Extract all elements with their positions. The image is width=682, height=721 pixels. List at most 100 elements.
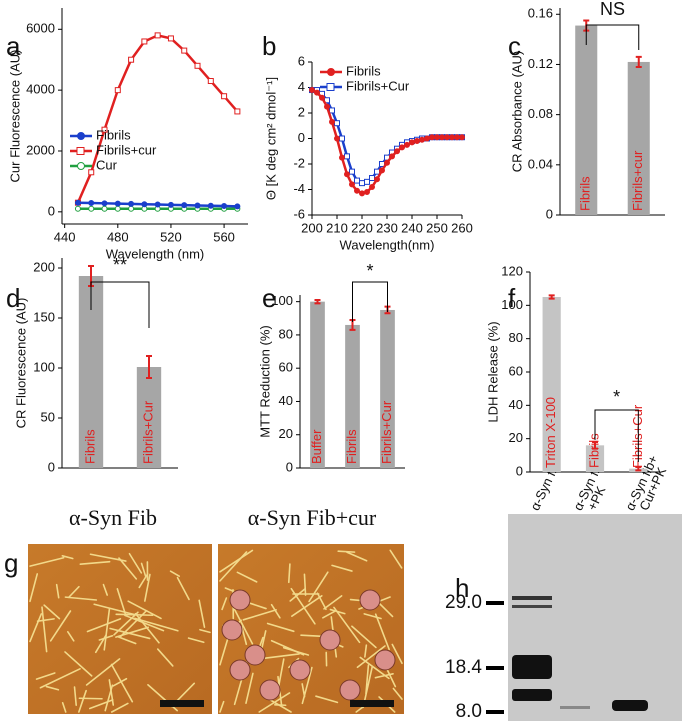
marker (324, 103, 330, 110)
fibril (219, 551, 248, 582)
bar (585, 445, 605, 472)
marker (141, 201, 148, 208)
fibril (73, 686, 78, 707)
fibril (219, 636, 229, 666)
category-label: Fibrils (344, 429, 359, 464)
panel-label: d (6, 283, 20, 313)
marker (359, 180, 365, 187)
significance-bracket (585, 24, 640, 50)
fibril (49, 610, 72, 642)
y-tick-label: 100 (271, 293, 293, 308)
marker (354, 187, 360, 194)
fibril (287, 563, 291, 584)
error-bar (635, 466, 642, 472)
marker (424, 135, 430, 142)
fibril (176, 576, 190, 601)
y-tick-label: 60 (279, 360, 293, 375)
marker (384, 159, 390, 166)
error-bar (548, 294, 555, 300)
x-tick-label: 520 (160, 229, 182, 244)
gel-image (508, 514, 682, 721)
fibril (374, 672, 394, 679)
legend-label: Fibrils+cur (96, 142, 157, 157)
fibril (199, 628, 211, 634)
x-tick-label: 230 (376, 220, 398, 235)
marker (399, 144, 405, 151)
fibril (85, 658, 121, 686)
category-label: Triton X-100 (543, 397, 558, 468)
marker-dash (486, 601, 504, 605)
marker (409, 139, 415, 146)
y-tick-label: 0 (48, 459, 55, 474)
aggregate (221, 619, 243, 641)
fibril (187, 637, 205, 644)
fibril (108, 679, 115, 706)
marker (181, 202, 188, 209)
image-title: α-Syn Fib+cur (248, 505, 377, 530)
fibril (198, 599, 206, 629)
fibril (322, 610, 336, 619)
legend-marker (326, 83, 335, 91)
marker (329, 118, 335, 125)
fibril (112, 677, 128, 687)
marker (88, 169, 95, 176)
marker (344, 171, 350, 178)
gel-band (560, 706, 590, 709)
category-label: Fibrils+Cur (379, 400, 394, 464)
aggregate (229, 659, 251, 681)
category-label: Fibrils+Cur (630, 404, 645, 468)
y-tick-label: 0 (298, 130, 305, 145)
fibril (289, 588, 306, 602)
marker (74, 199, 81, 206)
fibril (55, 583, 60, 599)
fibril (39, 668, 81, 689)
marker-label: 8.0 (456, 701, 482, 721)
marker (359, 190, 365, 197)
marker (389, 153, 395, 160)
x-axis-label: Wavelength (nm) (106, 246, 205, 261)
fibril (245, 672, 254, 705)
aggregate (289, 659, 311, 681)
y-tick-label: 0.08 (528, 106, 553, 121)
fibril (45, 685, 60, 691)
marker (444, 134, 450, 141)
error-bar (592, 441, 598, 450)
fibril (333, 606, 361, 644)
y-tick-label: 0 (516, 463, 523, 478)
gel-band (512, 596, 552, 600)
fibril (346, 551, 368, 562)
legend-marker (327, 68, 335, 76)
fibril (61, 554, 74, 560)
marker (141, 38, 148, 45)
y-tick-label: 0.16 (528, 6, 553, 21)
x-tick-label: 260 (451, 220, 473, 235)
aggregate (229, 589, 251, 611)
fibril (359, 656, 390, 680)
scale-bar (160, 700, 204, 707)
fibril (219, 549, 254, 573)
error-bar (314, 298, 321, 305)
aggregate (359, 589, 381, 611)
marker (88, 200, 95, 207)
marker (114, 205, 121, 212)
y-tick-label: 120 (501, 263, 523, 278)
fibril (110, 702, 129, 713)
marker (167, 201, 174, 208)
legend-marker (76, 147, 85, 155)
panel-label: g (4, 548, 18, 578)
legend-label: Fibrils+Cur (346, 78, 410, 93)
y-axis-label: MTT Reduction (%) (257, 325, 272, 437)
x-tick-label: 210 (326, 220, 348, 235)
y-tick-label: 0.04 (528, 156, 553, 171)
fibril (331, 564, 353, 572)
fibril (89, 553, 127, 562)
fibril (36, 618, 55, 622)
panel-label: a (6, 31, 21, 61)
marker (339, 135, 345, 142)
panel-label: b (262, 31, 276, 61)
marker (419, 136, 425, 143)
fibril (221, 597, 228, 611)
fibril (29, 573, 39, 603)
marker (369, 175, 375, 182)
